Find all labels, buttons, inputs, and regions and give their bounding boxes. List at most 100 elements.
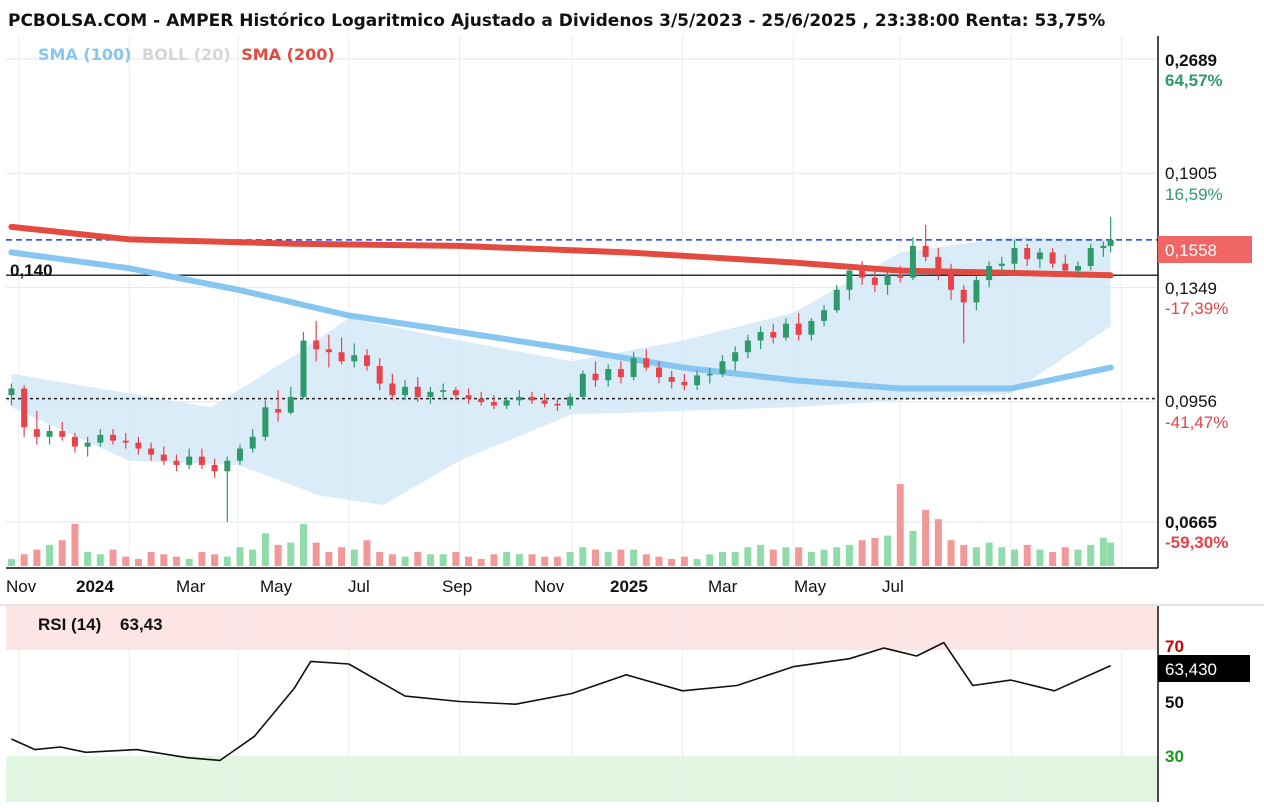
candle: [757, 326, 764, 350]
candle-body: [948, 270, 955, 290]
current-price-badge: [1158, 236, 1252, 263]
volume-bar: [160, 554, 168, 566]
price-level-label: 0,0665: [1165, 513, 1217, 532]
candle: [452, 386, 459, 401]
price-level-pct: -59,30%: [1165, 533, 1228, 552]
volume-bar: [299, 523, 307, 566]
candle: [8, 383, 15, 406]
candle: [59, 421, 66, 441]
candle-body: [490, 402, 497, 406]
rsi-level-50: 50: [1165, 693, 1184, 712]
volume-bar: [947, 540, 955, 566]
candle-body: [1107, 239, 1114, 246]
candle: [833, 284, 840, 313]
rsi-value: 63,43: [120, 615, 163, 634]
time-label: May: [794, 577, 827, 596]
volume-bar: [541, 556, 549, 566]
candle-body: [655, 367, 662, 378]
volume-bar: [1036, 549, 1044, 566]
price-level-pct: 64,57%: [1165, 71, 1223, 90]
volume-bar: [731, 551, 739, 566]
candle-body: [135, 442, 142, 449]
volume-bar: [477, 558, 485, 566]
candle: [363, 349, 370, 371]
volume-bar: [630, 549, 638, 566]
candle: [643, 349, 650, 371]
volume-bar: [566, 551, 574, 566]
candle-body: [59, 431, 66, 437]
candle-body: [84, 442, 91, 447]
candle-body: [122, 440, 129, 443]
candle: [744, 334, 751, 359]
volume-bar: [249, 549, 257, 566]
candle: [1049, 248, 1056, 269]
volume-bar: [604, 551, 612, 566]
candle: [859, 261, 866, 285]
candle: [948, 263, 955, 300]
volume-bar: [833, 547, 841, 566]
candle-body: [617, 369, 624, 378]
volume-bar: [33, 549, 41, 566]
price-level-label: 0,0956: [1165, 392, 1217, 411]
volume-bar: [579, 547, 587, 566]
candle-body: [1087, 248, 1094, 266]
volume-bar: [134, 558, 142, 566]
candle: [706, 367, 713, 384]
candle: [46, 425, 53, 445]
candle-body: [808, 320, 815, 335]
rsi-title: RSI (14) 63,43: [38, 615, 163, 634]
candle: [592, 361, 599, 387]
volume-bar: [617, 549, 625, 566]
volume-bar: [871, 537, 879, 566]
candle-body: [389, 383, 396, 396]
candle: [516, 390, 523, 406]
candle: [617, 361, 624, 384]
candle-body: [973, 280, 980, 303]
candle-body: [1011, 248, 1018, 264]
candle: [389, 373, 396, 401]
candle: [97, 429, 104, 447]
candle: [922, 224, 929, 262]
candle: [465, 388, 472, 404]
volume-bar: [363, 540, 371, 566]
volume-bar: [820, 549, 828, 566]
candle: [275, 390, 282, 422]
legend-sma200: SMA (200): [241, 45, 334, 64]
candle-body: [427, 391, 434, 397]
volume-bar: [338, 547, 346, 566]
candle-body: [706, 373, 713, 376]
candle: [135, 436, 142, 455]
candle: [224, 456, 231, 522]
candle: [732, 346, 739, 371]
time-axis-labels: Nov 2024 Mar May Jul Sep Nov 2025 Mar Ma…: [6, 577, 904, 596]
volume-bar: [845, 544, 853, 566]
candle-body: [871, 277, 878, 285]
candle-body: [275, 409, 282, 413]
candle-body: [757, 331, 764, 341]
volume-bar: [985, 542, 993, 566]
candle-body: [922, 245, 929, 257]
candle-body: [694, 375, 701, 386]
candle: [605, 364, 612, 387]
volume-bar: [998, 547, 1006, 566]
volume-bar: [185, 558, 193, 566]
volume-bar: [58, 540, 66, 566]
volume-bar: [401, 556, 409, 566]
candle: [1087, 243, 1094, 271]
candle-body: [1100, 245, 1107, 249]
candle: [262, 400, 269, 441]
volume-bar: [553, 556, 561, 566]
price-axis-labels: 0,2689 64,57% 0,1905 16,59% 0,1349 -17,3…: [1165, 51, 1228, 552]
candle-body: [452, 390, 459, 396]
candle-body: [224, 460, 231, 472]
candle-body: [236, 448, 243, 461]
candle: [998, 256, 1005, 273]
candle-body: [516, 396, 523, 401]
volume-bar: [71, 523, 79, 566]
candle: [897, 265, 904, 283]
candle: [541, 393, 548, 408]
volume-bar: [744, 547, 752, 566]
candlesticks: [8, 216, 1114, 522]
time-label: Mar: [708, 577, 738, 596]
